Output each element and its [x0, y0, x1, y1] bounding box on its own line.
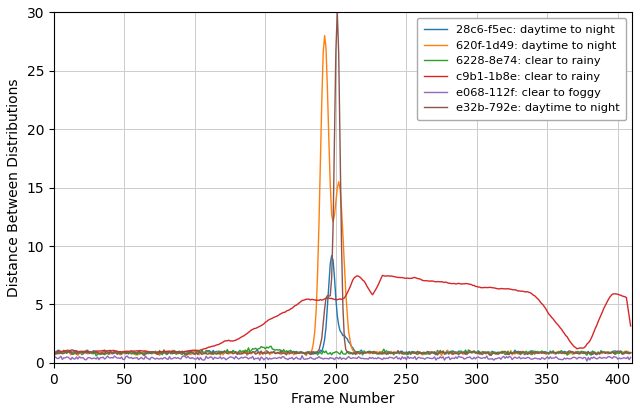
620f-1d49: daytime to night: (409, 0.852): daytime to night: (409, 0.852)	[627, 350, 634, 355]
6228-8e74: clear to rainy: (409, 0.88): clear to rainy: (409, 0.88)	[627, 350, 634, 355]
c9b1-1b8e: clear to rainy: (233, 7.48): clear to rainy: (233, 7.48)	[379, 273, 387, 278]
620f-1d49: daytime to night: (354, 0.908): daytime to night: (354, 0.908)	[549, 350, 557, 355]
620f-1d49: daytime to night: (0, 0.734): daytime to night: (0, 0.734)	[50, 352, 58, 357]
e068-112f: clear to foggy: (160, 0.465): clear to foggy: (160, 0.465)	[276, 355, 284, 360]
e32b-792e: daytime to night: (409, 0.858): daytime to night: (409, 0.858)	[627, 350, 634, 355]
Y-axis label: Distance Between Distributions: Distance Between Distributions	[7, 78, 21, 297]
c9b1-1b8e: clear to rainy: (10, 1.04): clear to rainy: (10, 1.04)	[64, 348, 72, 353]
Line: e068-112f: clear to foggy: e068-112f: clear to foggy	[54, 356, 630, 361]
28c6-f5ec: daytime to night: (354, 0.848): daytime to night: (354, 0.848)	[549, 350, 557, 355]
X-axis label: Frame Number: Frame Number	[291, 392, 395, 406]
28c6-f5ec: daytime to night: (271, 0.678): daytime to night: (271, 0.678)	[432, 352, 440, 357]
620f-1d49: daytime to night: (10, 0.924): daytime to night: (10, 0.924)	[64, 349, 72, 354]
6228-8e74: clear to rainy: (354, 1.03): clear to rainy: (354, 1.03)	[549, 348, 557, 353]
28c6-f5ec: daytime to night: (76, 0.83): daytime to night: (76, 0.83)	[157, 351, 165, 356]
620f-1d49: daytime to night: (192, 28): daytime to night: (192, 28)	[321, 33, 328, 38]
28c6-f5ec: daytime to night: (0, 1.04): daytime to night: (0, 1.04)	[50, 348, 58, 353]
e068-112f: clear to foggy: (352, 0.505): clear to foggy: (352, 0.505)	[547, 354, 554, 359]
6228-8e74: clear to rainy: (162, 1.01): clear to rainy: (162, 1.01)	[278, 349, 286, 354]
Line: c9b1-1b8e: clear to rainy: c9b1-1b8e: clear to rainy	[54, 275, 630, 356]
6228-8e74: clear to rainy: (30, 0.592): clear to rainy: (30, 0.592)	[92, 354, 100, 358]
6228-8e74: clear to rainy: (10, 0.882): clear to rainy: (10, 0.882)	[64, 350, 72, 355]
e068-112f: clear to foggy: (169, 0.462): clear to foggy: (169, 0.462)	[289, 355, 296, 360]
e32b-792e: daytime to night: (10, 1.08): daytime to night: (10, 1.08)	[64, 348, 72, 353]
e068-112f: clear to foggy: (409, 0.458): clear to foggy: (409, 0.458)	[627, 355, 634, 360]
620f-1d49: daytime to night: (76, 0.971): daytime to night: (76, 0.971)	[157, 349, 165, 354]
e32b-792e: daytime to night: (0, 0.701): daytime to night: (0, 0.701)	[50, 352, 58, 357]
Line: 620f-1d49: daytime to night: 620f-1d49: daytime to night	[54, 36, 630, 356]
28c6-f5ec: daytime to night: (409, 0.835): daytime to night: (409, 0.835)	[627, 351, 634, 356]
28c6-f5ec: daytime to night: (10, 0.912): daytime to night: (10, 0.912)	[64, 350, 72, 355]
c9b1-1b8e: clear to rainy: (0, 0.625): clear to rainy: (0, 0.625)	[50, 353, 58, 358]
620f-1d49: daytime to night: (160, 0.886): daytime to night: (160, 0.886)	[276, 350, 284, 355]
Legend: 28c6-f5ec: daytime to night, 620f-1d49: daytime to night, 6228-8e74: clear to ra: 28c6-f5ec: daytime to night, 620f-1d49: …	[417, 18, 627, 120]
c9b1-1b8e: clear to rainy: (76, 0.933): clear to rainy: (76, 0.933)	[157, 349, 165, 354]
620f-1d49: daytime to night: (169, 0.941): daytime to night: (169, 0.941)	[289, 349, 296, 354]
28c6-f5ec: daytime to night: (353, 0.845): daytime to night: (353, 0.845)	[548, 351, 556, 356]
c9b1-1b8e: clear to rainy: (169, 4.68): clear to rainy: (169, 4.68)	[289, 306, 296, 311]
c9b1-1b8e: clear to rainy: (352, 4.04): clear to rainy: (352, 4.04)	[547, 313, 554, 318]
e068-112f: clear to foggy: (76, 0.392): clear to foggy: (76, 0.392)	[157, 356, 165, 361]
e068-112f: clear to foggy: (10, 0.479): clear to foggy: (10, 0.479)	[64, 355, 72, 360]
Line: 6228-8e74: clear to rainy: 6228-8e74: clear to rainy	[54, 346, 630, 356]
e068-112f: clear to foggy: (353, 0.374): clear to foggy: (353, 0.374)	[548, 356, 556, 361]
e32b-792e: daytime to night: (354, 0.883): daytime to night: (354, 0.883)	[549, 350, 557, 355]
6228-8e74: clear to rainy: (353, 0.837): clear to rainy: (353, 0.837)	[548, 351, 556, 356]
28c6-f5ec: daytime to night: (160, 0.86): daytime to night: (160, 0.86)	[276, 350, 284, 355]
620f-1d49: daytime to night: (353, 0.852): daytime to night: (353, 0.852)	[548, 350, 556, 355]
e32b-792e: daytime to night: (353, 0.915): daytime to night: (353, 0.915)	[548, 350, 556, 355]
Line: 28c6-f5ec: daytime to night: 28c6-f5ec: daytime to night	[54, 256, 630, 355]
e32b-792e: daytime to night: (161, 0.98): daytime to night: (161, 0.98)	[277, 349, 285, 354]
e32b-792e: daytime to night: (77, 0.86): daytime to night: (77, 0.86)	[159, 350, 166, 355]
c9b1-1b8e: clear to rainy: (409, 3.15): clear to rainy: (409, 3.15)	[627, 323, 634, 328]
c9b1-1b8e: clear to rainy: (353, 3.88): clear to rainy: (353, 3.88)	[548, 315, 556, 320]
6228-8e74: clear to rainy: (0, 0.849): clear to rainy: (0, 0.849)	[50, 350, 58, 355]
6228-8e74: clear to rainy: (171, 0.912): clear to rainy: (171, 0.912)	[291, 350, 299, 355]
e068-112f: clear to foggy: (0, 0.413): clear to foggy: (0, 0.413)	[50, 356, 58, 361]
6228-8e74: clear to rainy: (77, 0.696): clear to rainy: (77, 0.696)	[159, 352, 166, 357]
Line: e32b-792e: daytime to night: e32b-792e: daytime to night	[54, 12, 630, 356]
6228-8e74: clear to rainy: (154, 1.42): clear to rainy: (154, 1.42)	[267, 344, 275, 349]
28c6-f5ec: daytime to night: (169, 0.925): daytime to night: (169, 0.925)	[289, 349, 296, 354]
c9b1-1b8e: clear to rainy: (160, 4.13): clear to rainy: (160, 4.13)	[276, 312, 284, 317]
620f-1d49: daytime to night: (179, 0.609): daytime to night: (179, 0.609)	[303, 353, 310, 358]
e068-112f: clear to foggy: (176, 0.61): clear to foggy: (176, 0.61)	[298, 353, 306, 358]
28c6-f5ec: daytime to night: (197, 9.17): daytime to night: (197, 9.17)	[328, 253, 335, 258]
e32b-792e: daytime to night: (64, 0.623): daytime to night: (64, 0.623)	[140, 353, 148, 358]
e068-112f: clear to foggy: (378, 0.151): clear to foggy: (378, 0.151)	[583, 358, 591, 363]
e32b-792e: daytime to night: (201, 30): daytime to night: (201, 30)	[333, 10, 341, 15]
e32b-792e: daytime to night: (170, 0.964): daytime to night: (170, 0.964)	[290, 349, 298, 354]
